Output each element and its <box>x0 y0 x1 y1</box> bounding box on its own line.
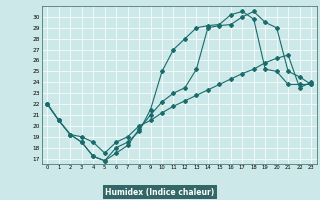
Text: Humidex (Indice chaleur): Humidex (Indice chaleur) <box>105 188 215 196</box>
